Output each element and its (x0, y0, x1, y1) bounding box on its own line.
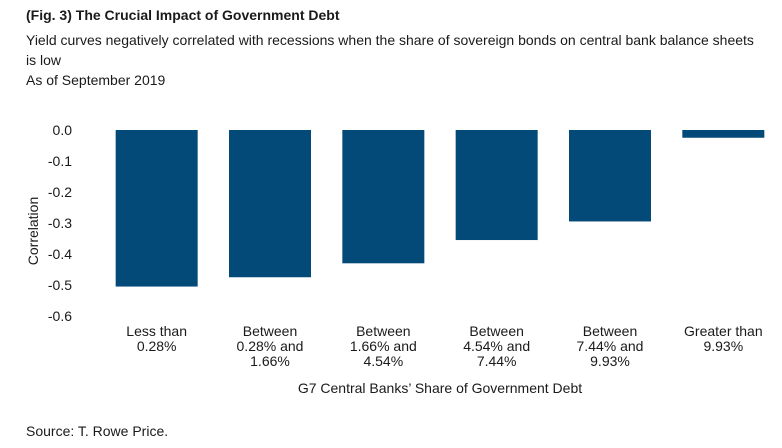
source-note: Source: T. Rowe Price. (26, 423, 169, 439)
chart-subtitle: Yield curves negatively correlated with … (26, 32, 754, 68)
x-tick-label: 4.54% (363, 353, 403, 369)
x-tick-label: Less than (126, 323, 187, 339)
y-tick-label: -0.3 (48, 215, 72, 231)
y-tick-label: -0.6 (48, 308, 72, 324)
bar (342, 130, 425, 264)
x-tick-label: 4.54% and (463, 338, 530, 354)
x-tick-label: 0.28% (137, 338, 177, 354)
x-tick-label: 1.66% (250, 353, 290, 369)
y-tick-label: -0.5 (48, 277, 72, 293)
bar (569, 130, 651, 222)
x-tick-label: Greater than (684, 323, 763, 339)
y-tick-label: -0.2 (48, 184, 72, 200)
bar (682, 130, 765, 138)
chart-title: (Fig. 3) The Crucial Impact of Governmen… (26, 7, 340, 23)
x-tick-label: 9.93% (703, 338, 743, 354)
x-tick-label: 9.93% (590, 353, 630, 369)
as-of-date: As of September 2019 (26, 72, 166, 88)
x-tick-label: Between (356, 323, 410, 339)
bar (229, 130, 311, 278)
x-tick-label: 1.66% and (350, 338, 417, 354)
y-tick-label: 0.0 (53, 122, 73, 138)
x-axis-title: G7 Central Banks’ Share of Government De… (298, 380, 582, 396)
x-tick-label: Between (583, 323, 637, 339)
bar (115, 130, 198, 287)
x-tick-label: Between (469, 323, 523, 339)
y-axis-title: Correlation (25, 197, 41, 265)
y-tick-label: -0.1 (48, 153, 72, 169)
x-tick-label: Between (243, 323, 297, 339)
x-tick-label: 7.44% (477, 353, 517, 369)
x-tick-label: 7.44% and (577, 338, 644, 354)
bar (455, 130, 538, 241)
y-tick-label: -0.4 (48, 246, 72, 262)
x-tick-label: 0.28% and (237, 338, 304, 354)
